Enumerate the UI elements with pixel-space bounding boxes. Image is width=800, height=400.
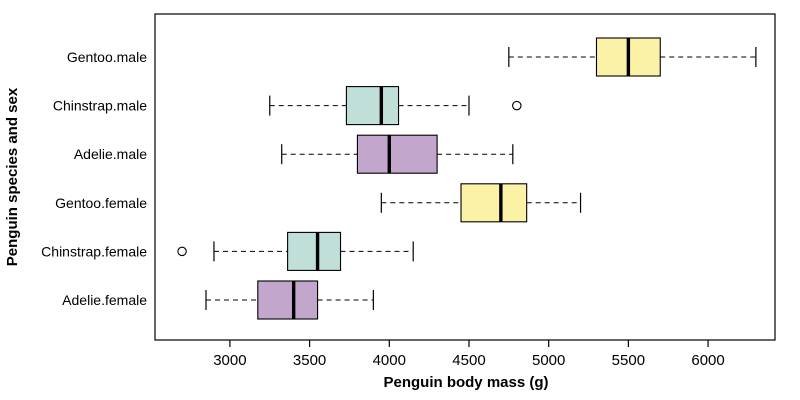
iqr-box: [356, 134, 438, 174]
x-axis-title: Penguin body mass (g): [383, 374, 548, 391]
y-category-label: Adelie.female: [62, 292, 147, 308]
iqr-box: [345, 86, 400, 126]
y-axis-title: Penguin species and sex: [4, 87, 21, 266]
plot-border: [154, 13, 776, 341]
x-axis-tick-label: 4000: [373, 352, 406, 369]
x-axis-tick-label: 4500: [452, 352, 485, 369]
x-axis-tick-label: 5000: [532, 352, 565, 369]
iqr-box: [460, 183, 528, 223]
y-category-label: Gentoo.male: [67, 49, 147, 65]
outlier-point: [177, 246, 187, 257]
x-axis-tick-label: 3500: [293, 352, 326, 369]
outlier-point: [512, 100, 522, 111]
y-category-label: Chinstrap.female: [41, 243, 147, 259]
x-axis-tick-label: 3000: [213, 352, 246, 369]
x-axis-tick-label: 5500: [612, 352, 645, 369]
plot-layer: 3000 3500 4000 4500 5000 5500 6000 Gentoo.male C…: [41, 13, 776, 369]
y-category-label: Chinstrap.male: [53, 98, 147, 114]
iqr-box: [287, 231, 342, 271]
x-axis-tick-label: 6000: [691, 352, 724, 369]
y-category-label: Gentoo.female: [55, 195, 147, 211]
iqr-box: [257, 280, 319, 320]
y-category-label: Adelie.male: [74, 146, 147, 162]
